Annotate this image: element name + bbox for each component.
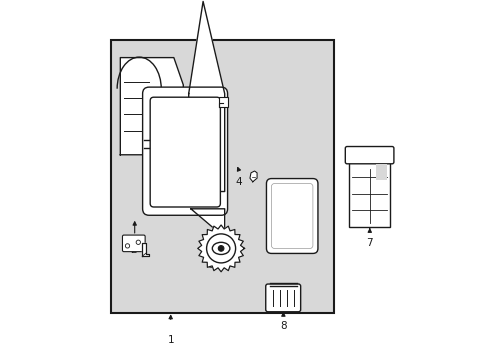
Polygon shape [249,171,257,182]
Polygon shape [188,1,224,192]
Circle shape [206,234,235,263]
Bar [111,40,334,313]
Polygon shape [151,106,161,140]
Text: 8: 8 [280,321,286,331]
Text: 7: 7 [366,238,372,248]
Text: 1: 1 [167,335,174,345]
Polygon shape [142,243,149,256]
Text: 6: 6 [288,195,295,205]
FancyBboxPatch shape [142,87,227,215]
Polygon shape [120,58,183,155]
Circle shape [136,240,140,244]
Polygon shape [190,209,224,238]
Circle shape [125,244,129,248]
Polygon shape [197,225,244,272]
FancyBboxPatch shape [122,235,145,252]
FancyBboxPatch shape [271,184,312,248]
FancyBboxPatch shape [150,97,220,207]
Text: 3: 3 [267,195,274,205]
FancyBboxPatch shape [266,179,317,253]
Bar [348,160,389,227]
Text: 4: 4 [235,177,242,187]
Text: 5: 5 [206,260,213,270]
Ellipse shape [212,242,229,255]
Bar [219,97,227,107]
FancyBboxPatch shape [345,147,393,164]
Circle shape [218,246,224,251]
Bar [375,163,386,180]
Text: 2: 2 [130,245,137,255]
FancyBboxPatch shape [265,284,300,312]
